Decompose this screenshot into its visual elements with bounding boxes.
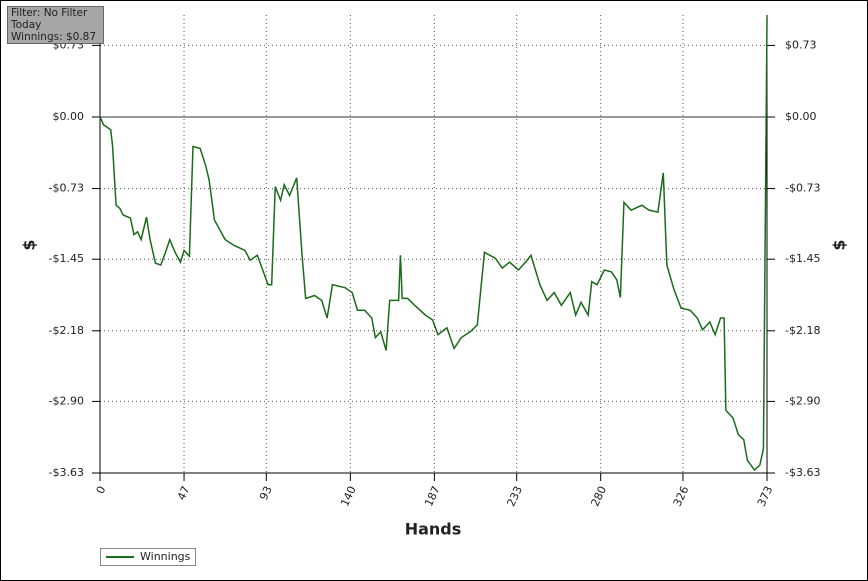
series-line [99, 18, 768, 472]
y2-tick-label: -$2.18 [785, 324, 820, 337]
info-box-bg [7, 6, 104, 44]
y-tick-label: -$1.45 [49, 252, 84, 265]
y2-tick-label: $0.00 [785, 110, 817, 123]
legend: Winnings [100, 548, 196, 566]
info-line: Filter: No Filter [11, 7, 88, 19]
y2-tick-label: -$1.45 [785, 252, 820, 265]
y-tick-label: -$3.63 [49, 466, 84, 479]
y2-tick-label: $0.73 [785, 38, 817, 51]
y2-tick-label: -$0.73 [785, 182, 820, 195]
legend-label: Winnings [140, 550, 191, 563]
legend-box [100, 548, 196, 566]
x-axis-title: Hands [405, 520, 462, 539]
x-tick-label: 93 [257, 484, 275, 502]
y-tick-label: -$2.90 [49, 394, 84, 407]
y2-axis-title: $ [830, 239, 849, 250]
y-tick-label: $0.00 [53, 110, 85, 123]
info-box: Filter: No Filter Today Winnings: $0.87 [7, 6, 104, 44]
plot-area [99, 18, 768, 472]
x-tick-label: 0 [94, 484, 109, 496]
info-line: Winnings: $0.87 [11, 31, 96, 43]
info-line: Today [10, 19, 41, 31]
y2-tick-label: -$2.90 [785, 394, 820, 407]
y-tick-label: -$2.18 [49, 324, 84, 337]
x-tick-label: 47 [175, 484, 193, 502]
y-axis-title: $ [20, 239, 39, 250]
y-tick-label: -$0.73 [49, 182, 84, 195]
y2-tick-label: -$3.63 [785, 466, 820, 479]
